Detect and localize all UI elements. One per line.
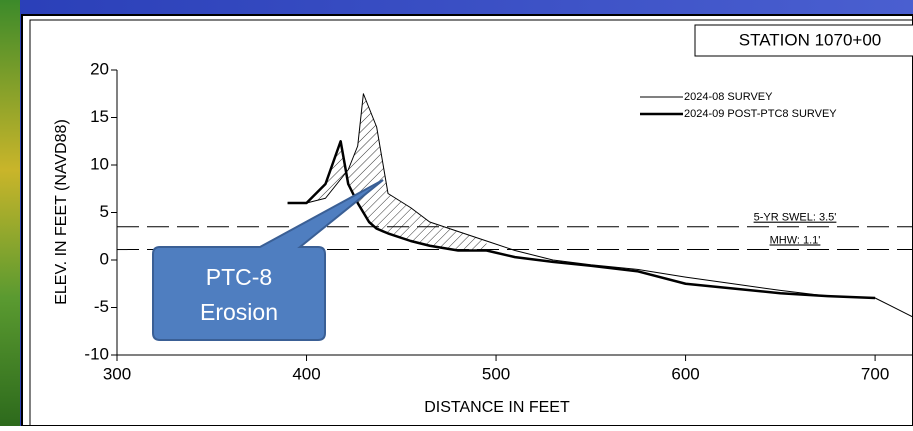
series-line (287, 140, 876, 300)
y-tick-label: 5 (100, 202, 109, 221)
legend-label: 2024-08 SURVEY (684, 91, 773, 103)
x-tick-label: 400 (292, 364, 320, 383)
y-tick-label: -5 (94, 297, 109, 316)
callout: PTC-8 Erosion (152, 179, 384, 341)
y-tick-label: 0 (100, 249, 109, 268)
y-tick-label: 10 (90, 154, 109, 173)
callout-text: PTC-8 (206, 264, 272, 290)
reference-label: MHW: 1.1' (770, 234, 821, 246)
legend-label: 2024-09 POST-PTC8 SURVEY (684, 108, 837, 120)
x-tick-label: 300 (103, 364, 131, 383)
side-strip (0, 0, 20, 426)
y-tick-label: 15 (90, 107, 109, 126)
x-axis-label: DISTANCE IN FEET (424, 399, 570, 416)
y-tick-label: -10 (84, 344, 109, 363)
x-tick-label: 600 (671, 364, 699, 383)
x-tick-label: 700 (861, 364, 889, 383)
callout-text: Erosion (200, 299, 278, 325)
station-box (694, 24, 913, 57)
reference-label: 5-YR SWEL: 3.5' (754, 212, 837, 224)
callout-shape (152, 179, 384, 341)
y-axis-label: ELEV. IN FEET (NAVD88) (53, 119, 70, 305)
panel (21, 14, 913, 427)
x-tick-label: 500 (482, 364, 510, 383)
station-label: STATION 1070+00 (739, 30, 882, 49)
y-tick-label: 20 (90, 59, 109, 78)
